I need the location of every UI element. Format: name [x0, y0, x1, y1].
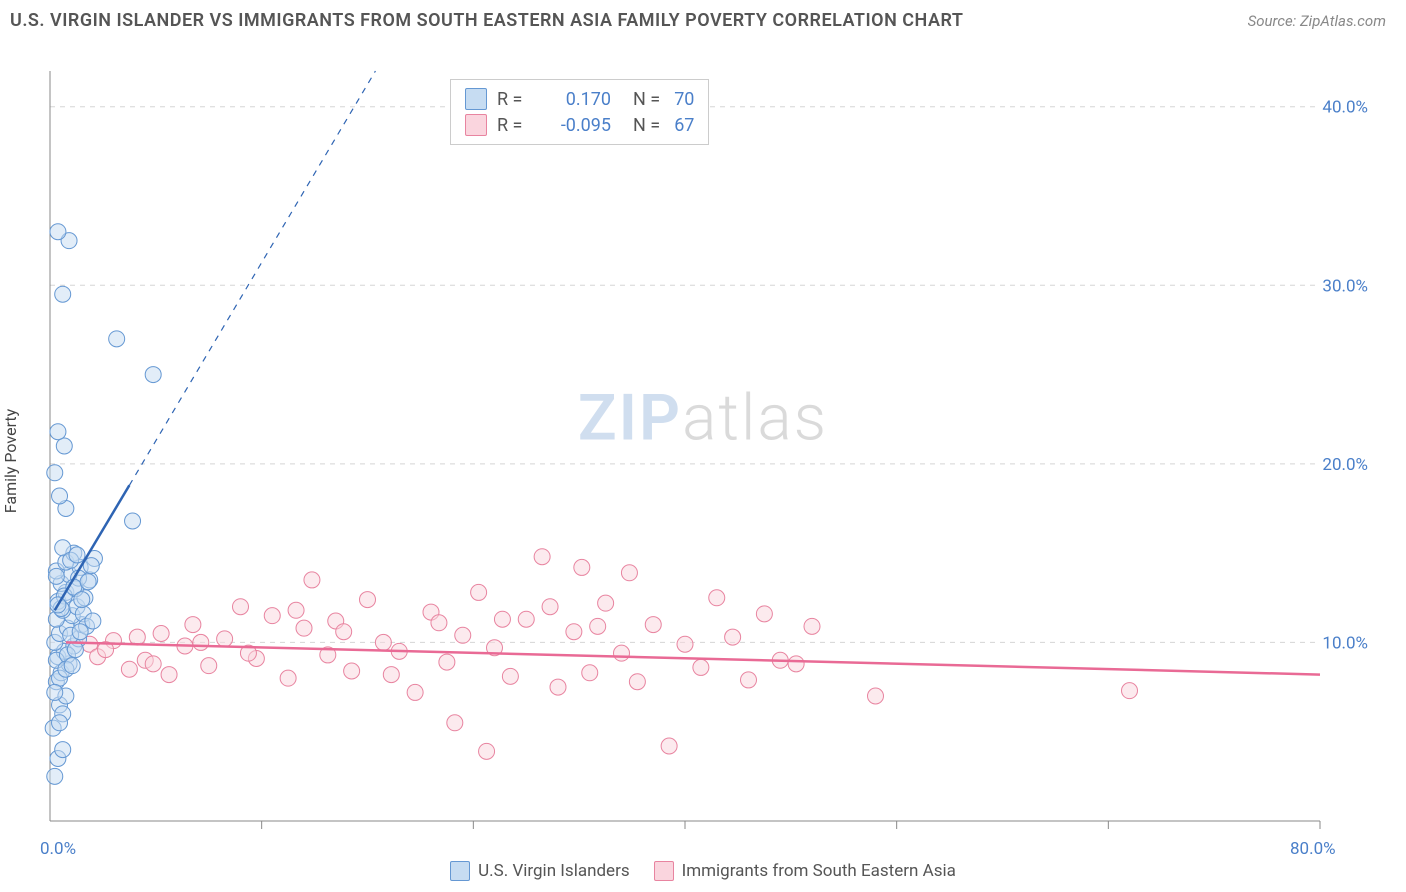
- scatter-plot-svg: 10.0% 20.0% 30.0% 40.0%: [0, 31, 1406, 891]
- x-axis-start-label: 0.0%: [40, 839, 76, 859]
- swatch-series1: [465, 88, 487, 110]
- r-value-series2: -0.095: [541, 115, 611, 136]
- svg-text:30.0%: 30.0%: [1322, 276, 1368, 296]
- n-label: N =: [633, 115, 660, 136]
- source-attribution: Source: ZipAtlas.com: [1248, 12, 1386, 30]
- legend-item-series1: U.S. Virgin Islanders: [450, 861, 629, 881]
- n-value-series1: 70: [674, 89, 694, 110]
- correlation-legend: R = 0.170 N = 70 R = -0.095 N = 67: [450, 79, 709, 145]
- legend-label-series1: U.S. Virgin Islanders: [478, 861, 629, 881]
- legend-row-series2: R = -0.095 N = 67: [465, 112, 694, 138]
- svg-text:40.0%: 40.0%: [1322, 98, 1368, 118]
- svg-text:20.0%: 20.0%: [1322, 455, 1368, 475]
- legend-item-series2: Immigrants from South Eastern Asia: [654, 861, 956, 881]
- chart-title: U.S. VIRGIN ISLANDER VS IMMIGRANTS FROM …: [10, 10, 963, 31]
- r-label: R =: [497, 89, 531, 110]
- x-axis-end-label: 80.0%: [1290, 839, 1336, 859]
- svg-text:10.0%: 10.0%: [1322, 633, 1368, 653]
- header: U.S. VIRGIN ISLANDER VS IMMIGRANTS FROM …: [0, 0, 1406, 31]
- swatch-series2: [465, 114, 487, 136]
- n-value-series2: 67: [674, 115, 694, 136]
- swatch-series2: [654, 861, 674, 881]
- series-legend: U.S. Virgin Islanders Immigrants from So…: [0, 861, 1406, 881]
- r-label: R =: [497, 115, 531, 136]
- legend-label-series2: Immigrants from South Eastern Asia: [682, 861, 956, 881]
- legend-row-series1: R = 0.170 N = 70: [465, 86, 694, 112]
- r-value-series1: 0.170: [541, 89, 611, 110]
- n-label: N =: [633, 89, 660, 110]
- chart-area: Family Poverty 10.0%20.0%30.0%40.0% ZIPa…: [0, 31, 1406, 891]
- swatch-series1: [450, 861, 470, 881]
